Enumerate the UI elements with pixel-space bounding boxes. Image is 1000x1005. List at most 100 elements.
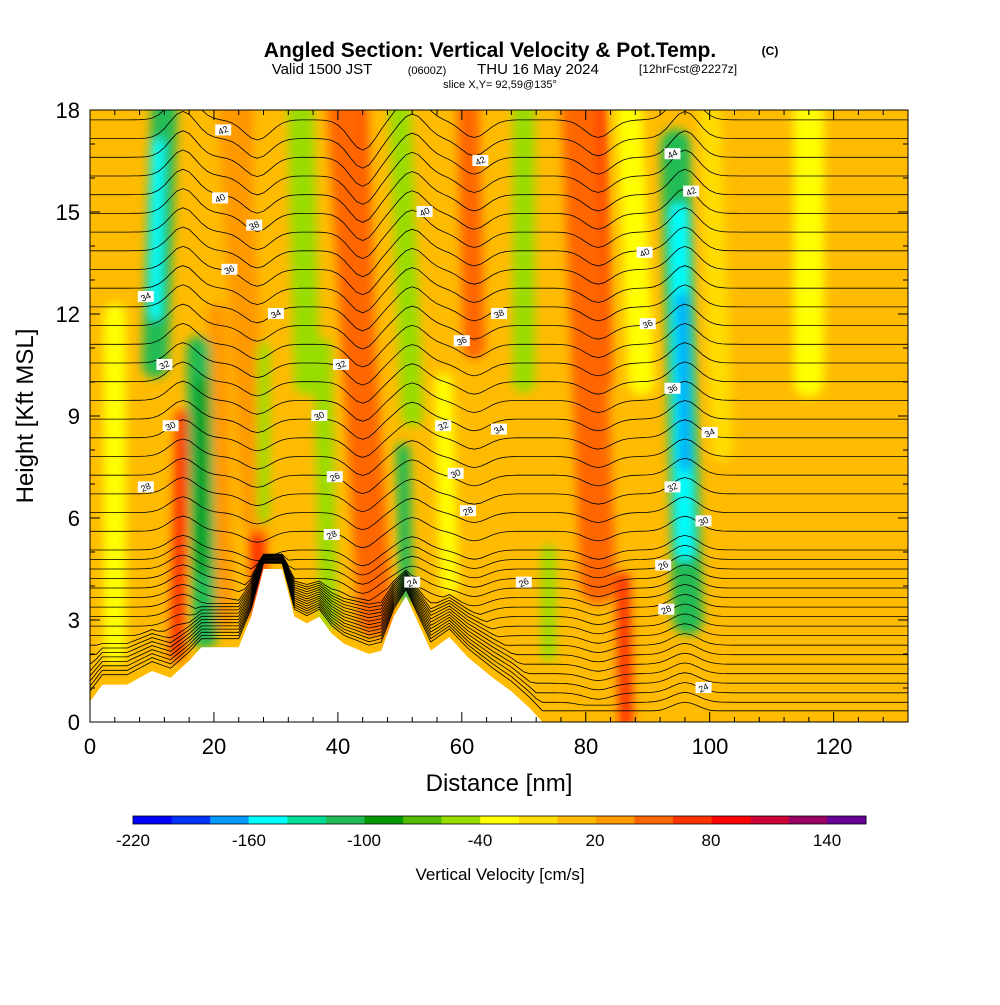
contour-label: 24: [406, 576, 419, 589]
x-tick-label: 0: [84, 734, 96, 759]
colorbar-tick-label: -40: [468, 831, 493, 850]
theta-contour: [90, 544, 908, 576]
x-tick-label: 40: [326, 734, 350, 759]
y-tick-label: 15: [56, 200, 80, 225]
velocity-band: [457, 110, 486, 359]
contour-label-bg: [695, 682, 712, 693]
contour-label-bg: [664, 481, 681, 493]
colorbar-swatch: [595, 816, 635, 824]
colorbar-swatch: [673, 816, 713, 824]
contour-label-bg: [636, 246, 653, 258]
theta-contour: [90, 515, 908, 549]
theta-contour: [90, 149, 908, 205]
colorbar-swatch: [325, 816, 365, 824]
colorbar-swatch: [441, 816, 481, 824]
contour-label-bg: [416, 206, 433, 217]
contour-label: 36: [641, 318, 654, 331]
x-tick-label: 20: [202, 734, 226, 759]
contour-label: 26: [517, 576, 530, 589]
contour-label-bg: [326, 471, 343, 483]
contour-label-bg: [447, 467, 464, 479]
contour-label: 28: [139, 481, 152, 494]
contour-label-bg: [695, 515, 712, 527]
contour-label-bg: [655, 559, 672, 571]
y-tick-label: 9: [68, 404, 80, 429]
colorbar-swatch: [711, 816, 751, 824]
contour-label: 32: [666, 481, 679, 494]
velocity-band: [561, 110, 617, 604]
contour-label-bg: [472, 155, 489, 166]
valid-zulu: (0600Z): [408, 65, 447, 77]
theta-contour: [90, 110, 908, 151]
theta-contour: [90, 562, 908, 706]
contour-label-bg: [323, 529, 340, 540]
contour-label: 34: [492, 423, 505, 436]
velocity-band: [388, 110, 424, 427]
theta-contour: [90, 265, 908, 314]
velocity-band: [434, 373, 459, 595]
theta-contour: [90, 534, 908, 567]
colorbar-tick-labels: -220 -160 -100 -40 20 80 140: [116, 831, 841, 850]
colorbar-swatch: [788, 816, 828, 824]
contour-label-bg: [311, 410, 328, 421]
slice-info: slice X,Y= 92,59@135°: [443, 79, 557, 91]
contour-label-bg: [658, 603, 675, 615]
contour-label: 30: [697, 515, 710, 528]
contour-label-bg: [435, 420, 452, 432]
colorbar-tick-label: -160: [232, 831, 266, 850]
contour-label-bg: [246, 219, 263, 231]
colorbar-frame: [132, 815, 867, 825]
theta-contour: [90, 419, 908, 458]
theta-contour: [90, 554, 908, 585]
theta-contour: [90, 562, 908, 712]
velocity-band: [327, 110, 393, 637]
contour-label-bg: [137, 291, 154, 302]
contour-label-bg: [639, 318, 656, 330]
contour-label: 36: [666, 382, 679, 395]
colorbar-tick-label: -100: [347, 831, 381, 850]
contour-label-bg: [664, 148, 681, 160]
colorbar-swatch: [171, 816, 211, 824]
contour-label: 28: [325, 528, 338, 541]
contour-label-bg: [701, 427, 718, 438]
theta-contour: [90, 303, 908, 350]
theta-contour: [90, 188, 908, 241]
theta-contour: [90, 556, 908, 616]
contour-label-bg: [515, 576, 532, 588]
theta-contour: [90, 561, 908, 691]
y-tick-label: 12: [56, 302, 80, 327]
contour-labels: 42 42 44 40 40 42 38 40 36 34 34 38 36 36 32 32 36 30 30 32…: [137, 124, 718, 695]
contour-label: 34: [703, 426, 716, 439]
colorbar: [132, 815, 867, 825]
velocity-band: [313, 339, 338, 629]
contour-label-bg: [156, 359, 173, 370]
contour-label-bg: [460, 505, 476, 517]
theta-contour: [90, 130, 908, 187]
contour-label: 30: [164, 420, 177, 433]
contour-label: 36: [455, 335, 468, 348]
theta-contour: [90, 438, 908, 476]
contour-label: 28: [461, 505, 474, 518]
theta-contour: [90, 380, 908, 422]
theta-contour: [90, 555, 908, 602]
y-tick-label: 18: [56, 98, 80, 123]
y-axis-label: Height [Kft MSL]: [12, 329, 39, 504]
theta-contour: [90, 110, 908, 169]
contour-label: 26: [657, 559, 670, 572]
contour-label-bg: [453, 335, 470, 347]
colorbar-tick-label: 140: [813, 831, 841, 850]
theta-contour: [90, 457, 908, 495]
theta-contour: [90, 558, 908, 644]
velocity-band: [287, 110, 320, 395]
theta-contour: [90, 342, 908, 386]
velocity-band: [207, 304, 234, 630]
contour-label-bg: [215, 124, 232, 136]
contour-label: 38: [492, 307, 505, 320]
y-tick-labels: 0 3 6 9 12 15 18: [56, 98, 80, 735]
x-tick-label: 60: [450, 734, 474, 759]
contour-label-bg: [491, 308, 507, 319]
contour-label: 32: [437, 420, 450, 433]
colorbar-tick-label: -220: [116, 831, 150, 850]
